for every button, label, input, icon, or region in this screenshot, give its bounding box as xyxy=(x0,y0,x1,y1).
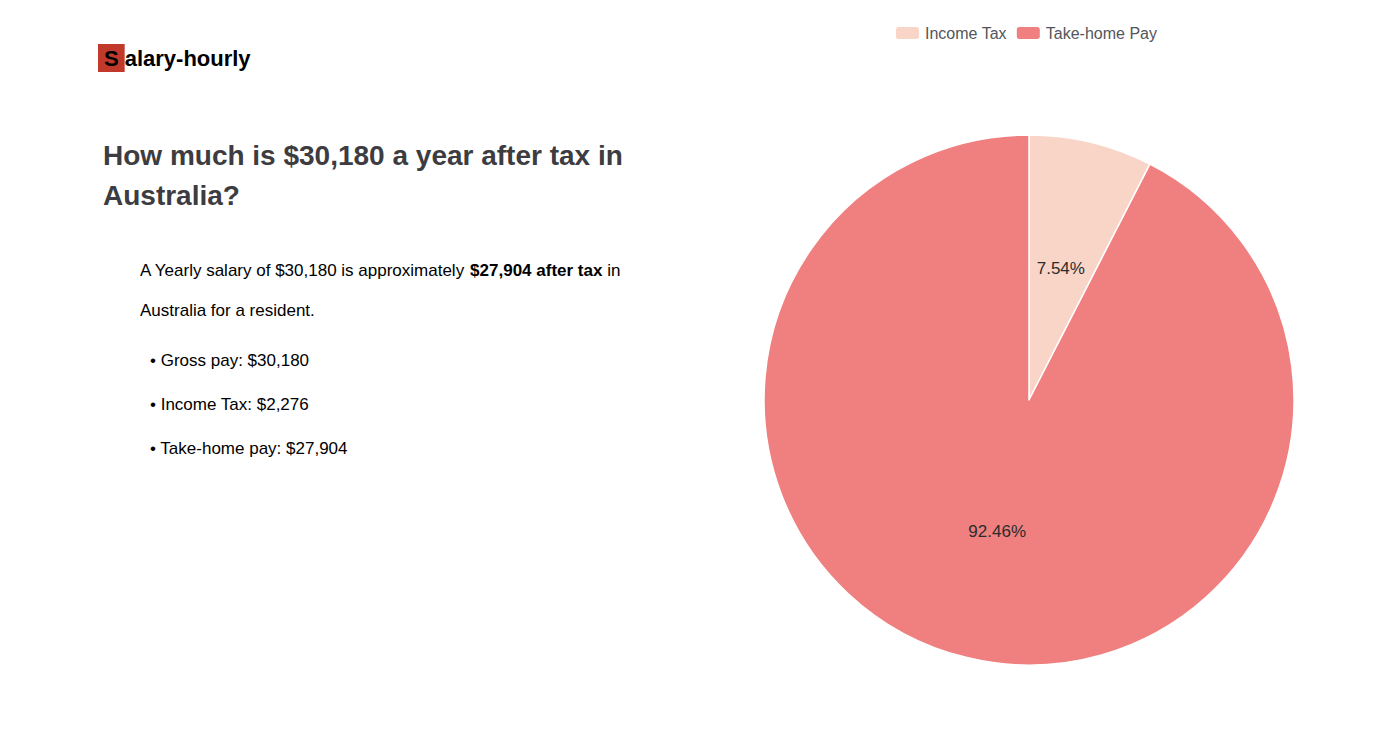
svg-text:$27,904 after tax: $27,904 after tax xyxy=(470,261,603,280)
svg-text:• Take-home pay: $27,904: • Take-home pay: $27,904 xyxy=(150,439,348,458)
svg-text:Australia for a resident.: Australia for a resident. xyxy=(140,301,315,320)
svg-text:• Gross pay: $30,180: • Gross pay: $30,180 xyxy=(150,351,309,370)
svg-text:7.54%: 7.54% xyxy=(1037,259,1085,278)
svg-text:S: S xyxy=(104,46,119,71)
svg-text:• Income Tax: $2,276: • Income Tax: $2,276 xyxy=(150,395,309,414)
svg-text:in: in xyxy=(602,261,620,280)
svg-text:Take-home Pay: Take-home Pay xyxy=(1046,25,1157,42)
svg-text:92.46%: 92.46% xyxy=(968,522,1026,541)
svg-text:How much is $30,180 a year aft: How much is $30,180 a year after tax in xyxy=(103,140,623,171)
svg-text:alary-hourly: alary-hourly xyxy=(125,46,252,71)
svg-text:Income Tax: Income Tax xyxy=(925,25,1007,42)
svg-text:Australia?: Australia? xyxy=(103,180,240,211)
svg-text:A Yearly salary of $30,180 is: A Yearly salary of $30,180 is approximat… xyxy=(140,261,469,280)
